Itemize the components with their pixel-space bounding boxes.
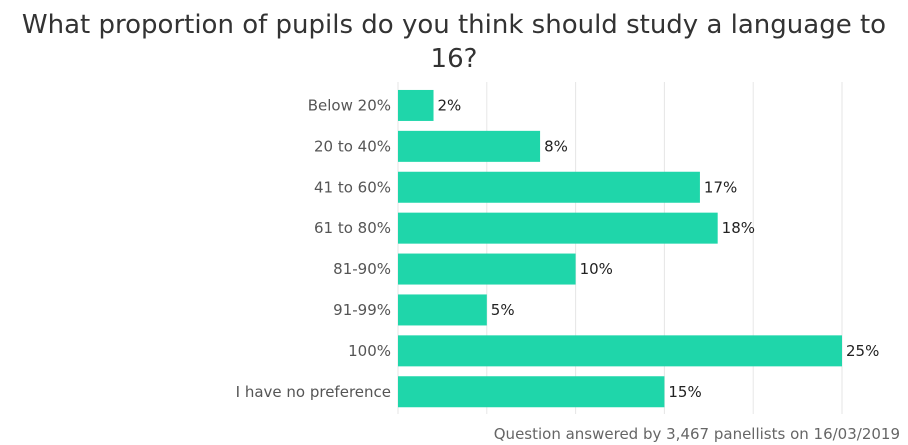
bar [398,376,665,408]
data-label: 25% [846,342,879,360]
category-label: 91-99% [333,301,391,319]
data-label: 8% [544,137,568,155]
data-label: 2% [438,96,462,114]
data-label: 10% [580,260,613,278]
bar [398,212,718,244]
category-label: I have no preference [236,383,391,401]
category-label: 81-90% [333,260,391,278]
category-label: 100% [348,342,391,360]
category-label: 41 to 60% [314,178,391,196]
data-label: 15% [668,383,701,401]
category-label: Below 20% [308,96,391,114]
bar [398,335,842,367]
data-label: 17% [704,178,737,196]
label-layer: Below 20% 2% 20 to 40% 8% 41 to 60% 17% 61 to … [236,96,880,400]
bar [398,253,576,285]
footnote: Question answered by 3,467 panellists on… [493,425,900,443]
chart-title: What proportion of pupils do you think s… [21,10,887,74]
bar [398,89,434,121]
category-label: 61 to 80% [314,219,391,237]
bar [398,130,541,162]
data-label: 18% [722,219,755,237]
category-label: 20 to 40% [314,137,391,155]
bar [398,171,700,203]
bar-layer [398,89,842,408]
bar [398,294,487,326]
data-label: 5% [491,301,515,319]
